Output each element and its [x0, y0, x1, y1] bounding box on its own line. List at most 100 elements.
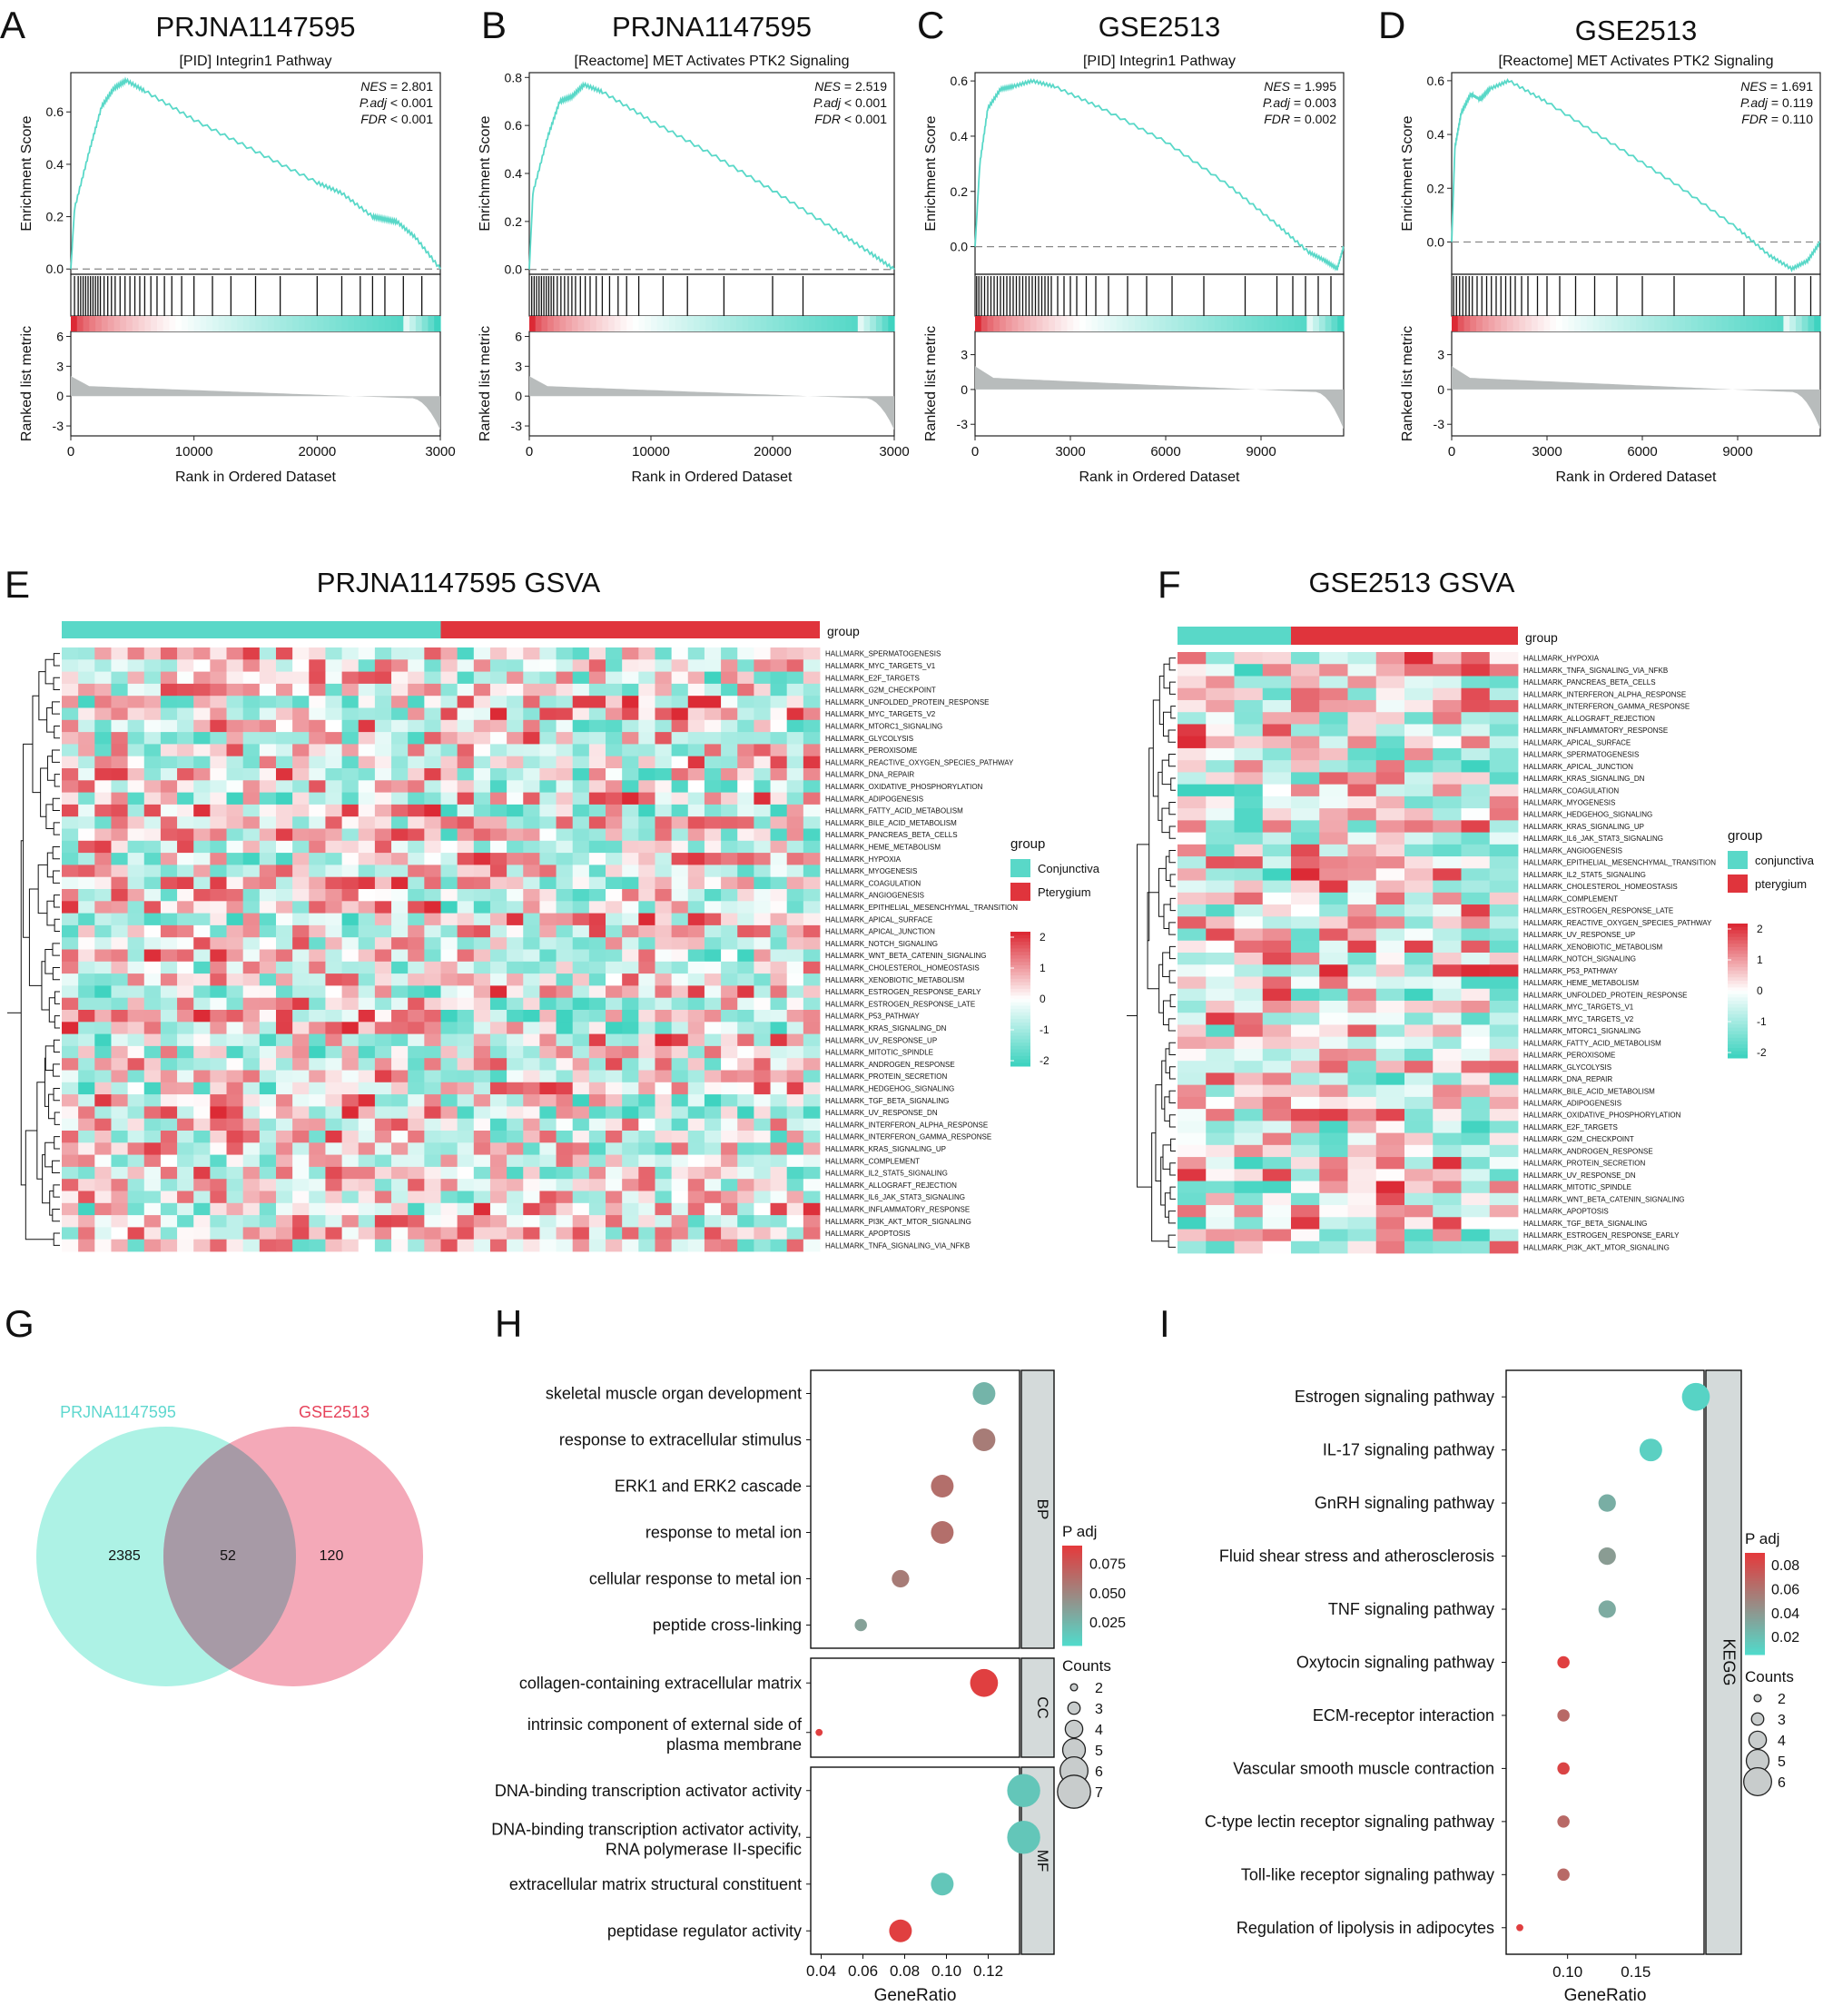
heatmap-cell — [754, 973, 771, 986]
color-scale-segment — [1010, 1059, 1030, 1063]
dendrogram-branch — [1169, 681, 1176, 695]
dendrogram-branch — [52, 966, 60, 981]
heatmap-cell — [457, 780, 475, 793]
heatmap-cell — [606, 1070, 623, 1083]
heatmap-cell — [309, 1215, 326, 1228]
heatmap-cell — [210, 1202, 227, 1216]
heatmap-cell — [523, 840, 540, 854]
dot — [1557, 1762, 1570, 1775]
heatmap-cell — [275, 889, 293, 902]
heatmap-cell — [457, 1142, 475, 1155]
heatmap-cell — [588, 1131, 606, 1143]
heatmap-cell — [622, 1239, 639, 1252]
padj-scale-segment — [1062, 1600, 1082, 1604]
heatmap-cell — [374, 768, 392, 781]
row-label: HALLMARK_KRAS_SIGNALING_DN — [825, 1024, 947, 1033]
heatmap-cell — [655, 840, 673, 854]
heatmap-cell — [721, 659, 738, 672]
heatmap-cell — [94, 924, 112, 938]
heatmap-cell — [1234, 940, 1264, 954]
heatmap-cell — [1319, 676, 1348, 689]
heatmap-cell — [341, 696, 360, 708]
heatmap-cell — [507, 1033, 524, 1047]
heatmap-cell — [671, 1239, 689, 1252]
heatmap-cell — [374, 913, 392, 926]
heatmap-cell — [1461, 880, 1491, 894]
heatmap-cell — [588, 1022, 606, 1034]
heatmap-cell — [803, 696, 821, 708]
heatmap-cell — [523, 732, 540, 745]
color-scale-segment — [1728, 1037, 1748, 1042]
heatmap-cell — [210, 937, 227, 950]
heatmap-cell — [1206, 1084, 1235, 1098]
heatmap-cell — [275, 853, 293, 865]
heatmap-cell — [424, 1154, 441, 1168]
rank-bar-segment — [882, 316, 889, 331]
heatmap-cell — [424, 707, 441, 721]
heatmap-cell — [341, 732, 360, 745]
heatmap-cell — [440, 707, 458, 721]
heatmap-cell — [671, 1082, 689, 1095]
heatmap-cell — [226, 1191, 244, 1204]
heatmap-cell — [489, 961, 507, 974]
padj-scale-segment — [1745, 1583, 1765, 1586]
rank-bar-segment — [1586, 316, 1594, 331]
rank-bar-segment — [1036, 316, 1044, 331]
heatmap-cell — [1178, 820, 1207, 833]
heatmap-cell — [457, 707, 475, 721]
heatmap-cell — [325, 901, 342, 914]
rank-bar-segment — [717, 316, 724, 331]
heatmap-cell — [507, 949, 524, 963]
heatmap-cell — [143, 719, 162, 733]
heatmap-cell — [655, 744, 673, 757]
heatmap-cell — [358, 707, 376, 721]
heatmap-cell — [754, 1033, 771, 1047]
heatmap-cell — [1404, 892, 1434, 905]
heatmap-cell — [94, 1227, 112, 1240]
heatmap-cell — [160, 1106, 178, 1120]
heatmap-cell — [160, 937, 178, 950]
heatmap-cell — [786, 671, 804, 685]
heatmap-cell — [473, 1094, 491, 1107]
y-tick-label: 0.2 — [505, 214, 523, 229]
heatmap-cell — [160, 876, 178, 890]
gsea-title: PRJNA1147595 — [612, 11, 812, 43]
term-label: cellular response to metal ion — [589, 1570, 802, 1588]
heatmap-cell — [556, 876, 574, 890]
heatmap-cell — [737, 780, 754, 793]
heatmap-cell — [457, 1082, 475, 1095]
heatmap-cell — [655, 853, 673, 865]
row-label: HALLMARK_ESTROGEN_RESPONSE_EARLY — [1523, 1231, 1680, 1240]
term-label: Vascular smooth muscle contraction — [1233, 1759, 1494, 1777]
heatmap-cell — [671, 937, 689, 950]
heatmap-cell — [143, 853, 162, 865]
heatmap-cell — [588, 1154, 606, 1168]
heatmap-cell — [737, 865, 754, 878]
heatmap-cell — [1291, 964, 1320, 977]
heatmap-cell — [193, 1045, 211, 1059]
heatmap-cell — [671, 924, 689, 938]
heatmap-cell — [210, 1166, 227, 1180]
heatmap-cell — [226, 1058, 244, 1071]
heatmap-cell — [111, 744, 129, 757]
heatmap-cell — [62, 913, 79, 926]
heatmap-cell — [341, 1045, 360, 1059]
heatmap-cell — [242, 1227, 261, 1240]
dendrogram-branch — [23, 743, 33, 938]
heatmap-cell — [1347, 1024, 1377, 1038]
heatmap-cell — [687, 732, 705, 745]
rank-bar-segment — [1703, 316, 1710, 331]
padj-scale-segment — [1062, 1550, 1082, 1554]
heatmap-cell — [210, 901, 227, 914]
heatmap-cell — [424, 1070, 441, 1083]
heatmap-cell — [275, 756, 293, 769]
heatmap-cell — [374, 997, 392, 1011]
heatmap-cell — [539, 719, 557, 733]
heatmap-cell — [325, 937, 342, 950]
heatmap-cell — [78, 901, 95, 914]
heatmap-cell — [78, 719, 95, 733]
heatmap-cell — [786, 1191, 804, 1204]
heatmap-cell — [687, 997, 705, 1011]
y-tick-label: 0.0 — [951, 240, 969, 254]
dendrogram-branch — [1168, 1234, 1176, 1248]
